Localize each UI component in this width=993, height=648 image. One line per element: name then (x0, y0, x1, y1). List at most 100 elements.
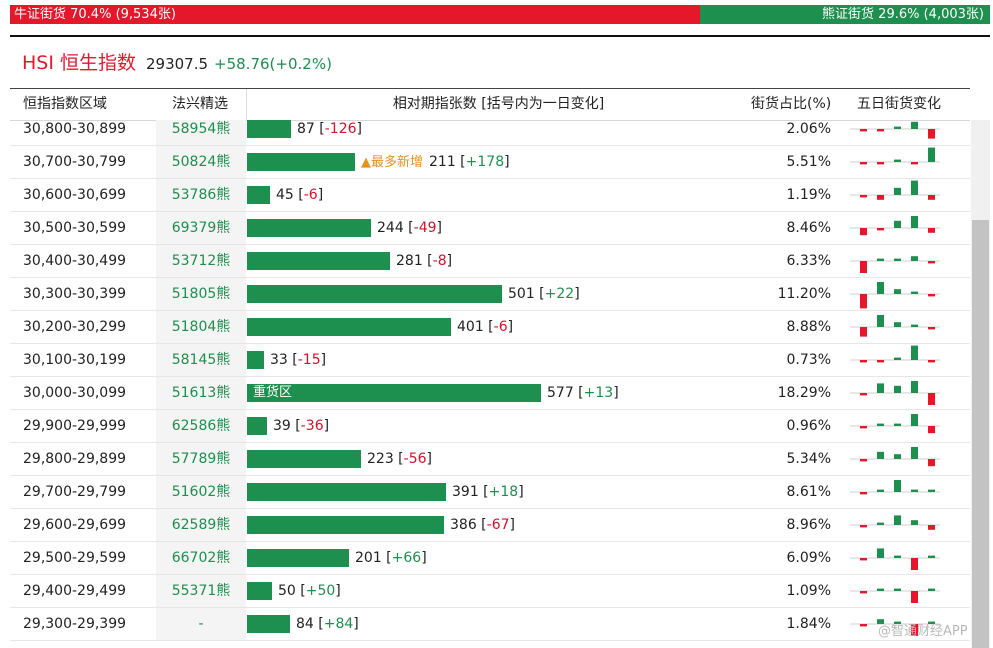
five-day-bar (877, 360, 884, 363)
table-row[interactable]: 29,800-29,899 57789熊 223 [-56] 5.34% (10, 443, 970, 476)
table-row[interactable]: 29,700-29,799 51602熊 391 [+18] 8.61% (10, 476, 970, 509)
five-day-svg (850, 619, 940, 636)
five-day-bar (877, 195, 884, 200)
five-day-bar (860, 525, 867, 528)
row-code-link[interactable]: 55371熊 (156, 575, 246, 607)
five-day-svg (850, 147, 940, 165)
row-pct: 0.96% (786, 418, 831, 434)
daily-change: -6 (303, 187, 318, 203)
bull-bear-summary-bar: 牛证街货 70.4% (9,534张) 熊证街货 29.6% (4,003张) (10, 5, 990, 24)
table-row[interactable]: 29,900-29,999 62586熊 39 [-36] 0.96% (10, 410, 970, 443)
daily-change: +50 (305, 583, 336, 599)
index-change: +58.76(+0.2%) (214, 55, 332, 73)
five-day-bar (928, 555, 935, 558)
five-day-bar (911, 558, 918, 570)
table-row[interactable]: 29,300-29,399 - 84 [+84] 1.84% (10, 608, 970, 641)
five-day-bar (928, 327, 935, 330)
table-row[interactable]: 30,600-30,699 53786熊 45 [-6] 1.19% (10, 179, 970, 212)
bull-share-label: 牛证街货 70.4% (9,534张) (14, 7, 176, 22)
scrollbar-thumb[interactable] (972, 220, 989, 648)
five-day-bar (877, 588, 884, 591)
five-day-chart (848, 575, 968, 607)
count-value: 386 (450, 517, 477, 533)
row-code-link[interactable]: 66702熊 (156, 542, 246, 574)
five-day-bar (911, 324, 918, 327)
table-row[interactable]: 30,700-30,799 50824熊 ▲最多新增 211 [+178] 5.51% (10, 146, 970, 179)
five-day-bar (860, 195, 867, 198)
table-row[interactable]: 29,500-29,599 66702熊 201 [+66] 6.09% (10, 542, 970, 575)
header-pct: 街货占比(%) (751, 96, 832, 112)
table-row[interactable]: 30,300-30,399 51805熊 501 [+22] 11.20% (10, 278, 970, 311)
five-day-bar (860, 591, 867, 594)
table-row[interactable]: 29,600-29,699 62589熊 386 [-67] 8.96% (10, 509, 970, 542)
table-body[interactable]: 30,800-30,899 58954熊 87 [-126] 2.06% 30,700-… (10, 120, 970, 648)
count-text: 401 [-6] (457, 319, 514, 335)
count-value: 39 (273, 418, 291, 434)
five-day-svg (850, 256, 940, 273)
five-day-bar (911, 216, 918, 228)
count-text: 84 [+84] (296, 616, 359, 632)
five-day-bar (911, 345, 918, 360)
count-text: 501 [+22] (508, 286, 580, 302)
five-day-bar (877, 619, 884, 624)
row-code-link[interactable]: 69379熊 (156, 212, 246, 244)
row-code-link[interactable]: 51602熊 (156, 476, 246, 508)
five-day-bar (860, 624, 867, 627)
row-range: 29,700-29,799 (23, 484, 127, 500)
five-day-bar (877, 162, 884, 165)
table-row[interactable]: 30,500-30,599 69379熊 244 [-49] 8.46% (10, 212, 970, 245)
row-code-link[interactable]: 51805熊 (156, 278, 246, 310)
five-day-bar (911, 447, 918, 459)
row-code-link[interactable]: 51804熊 (156, 311, 246, 343)
five-day-bar (928, 360, 935, 363)
row-code-link[interactable]: 57789熊 (156, 443, 246, 475)
header-code: 法兴精选 (172, 96, 228, 112)
five-day-svg (850, 121, 940, 139)
count-text: 33 [-15] (270, 352, 327, 368)
five-day-bar (860, 327, 867, 337)
row-code-link[interactable]: 62586熊 (156, 410, 246, 442)
table-row[interactable]: 30,400-30,499 53712熊 281 [-8] 6.33% (10, 245, 970, 278)
five-day-chart (848, 120, 968, 145)
index-summary: HSI 恒生指数 29307.5 +58.76(+0.2%) (22, 48, 332, 74)
row-code-link[interactable]: 58145熊 (156, 344, 246, 376)
count-bar (247, 450, 361, 468)
row-bar-cell: 45 [-6] (247, 179, 750, 211)
row-code-link[interactable]: - (156, 608, 246, 640)
row-code-link[interactable]: 50824熊 (156, 146, 246, 178)
table-row[interactable]: 30,200-30,299 51804熊 401 [-6] 8.88% (10, 311, 970, 344)
five-day-bar (894, 220, 901, 228)
row-pct: 1.09% (786, 583, 831, 599)
header-five-day: 五日街货变化 (857, 96, 941, 112)
table-row[interactable]: 30,800-30,899 58954熊 87 [-126] 2.06% (10, 120, 970, 146)
row-pct: 0.73% (786, 352, 831, 368)
five-day-bar (877, 548, 884, 558)
five-day-svg (850, 515, 940, 530)
five-day-bar (860, 393, 867, 396)
count-bar (247, 318, 451, 336)
table-row[interactable]: 30,000-30,099 51613熊 重货区 577 [+13] 18.29% (10, 377, 970, 410)
row-code-link[interactable]: 53712熊 (156, 245, 246, 277)
daily-change: +22 (544, 286, 575, 302)
row-code-link[interactable]: 58954熊 (156, 120, 246, 145)
daily-change: +18 (488, 484, 519, 500)
row-pct: 1.84% (786, 616, 831, 632)
count-bar: 重货区 (247, 384, 541, 402)
row-code-link[interactable]: 62589熊 (156, 509, 246, 541)
row-range: 30,500-30,599 (23, 220, 127, 236)
five-day-bar (911, 162, 918, 165)
top-divider (10, 35, 990, 37)
five-day-chart (848, 212, 968, 244)
count-text: ▲最多新增 211 [+178] (361, 154, 510, 170)
five-day-bar (911, 291, 918, 294)
five-day-svg (850, 414, 940, 434)
count-text: 244 [-49] (377, 220, 442, 236)
table-row[interactable]: 29,400-29,499 55371熊 50 [+50] 1.09% (10, 575, 970, 608)
table-row[interactable]: 30,100-30,199 58145熊 33 [-15] 0.73% (10, 344, 970, 377)
row-code-link[interactable]: 51613熊 (156, 377, 246, 409)
five-day-bar (911, 624, 918, 636)
scrollbar[interactable] (971, 120, 990, 648)
count-value: 211 (429, 154, 456, 170)
row-code-link[interactable]: 53786熊 (156, 179, 246, 211)
five-day-svg (850, 548, 940, 570)
